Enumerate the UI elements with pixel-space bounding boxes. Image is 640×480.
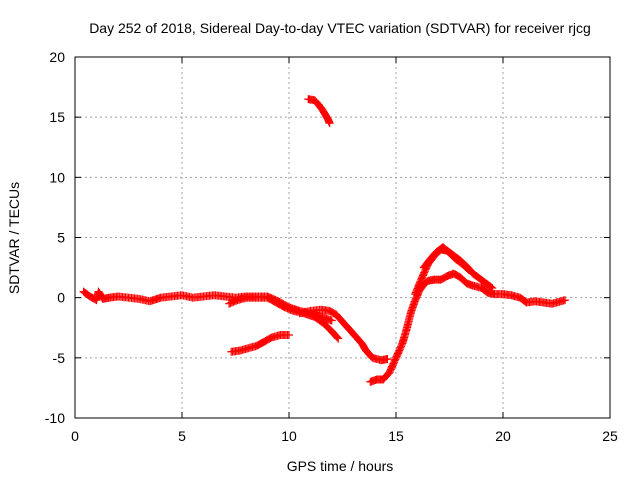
y-tick-label: -5 (53, 350, 66, 366)
x-tick-label: 5 (178, 428, 186, 444)
x-tick-label: 0 (71, 428, 79, 444)
data-point-markers (366, 269, 570, 386)
series-arc-4 (227, 330, 293, 356)
data-point-markers (304, 95, 334, 128)
axis-ticks-layer: 0 5 10 15 20 25 -10 -5 0 5 10 15 20 (45, 49, 618, 444)
x-tick-label: 20 (495, 428, 511, 444)
y-tick-label: 10 (49, 169, 65, 185)
y-axis-label: SDTVAR / TECUs (6, 182, 22, 294)
y-tick-label: -10 (45, 410, 65, 426)
data-points-layer (79, 95, 570, 386)
series-arc-2 (225, 293, 343, 343)
data-point-markers (419, 243, 473, 274)
data-point-markers (295, 305, 392, 365)
series-arc-8 (419, 243, 473, 274)
chart-title: Day 252 of 2018, Sidereal Day-to-day VTE… (89, 20, 591, 36)
series-arc-6 (366, 269, 570, 386)
y-tick-label: 15 (49, 109, 65, 125)
series-arc-3 (295, 305, 392, 365)
series-arc-5 (304, 95, 334, 128)
data-point-markers (225, 293, 343, 343)
y-tick-label: 5 (57, 230, 65, 246)
x-tick-label: 15 (388, 428, 404, 444)
x-tick-label: 10 (281, 428, 297, 444)
x-axis-label: GPS time / hours (287, 458, 394, 474)
x-tick-label: 25 (602, 428, 618, 444)
y-tick-label: 20 (49, 49, 65, 65)
y-tick-label: 0 (57, 290, 65, 306)
data-point-markers (227, 330, 293, 356)
